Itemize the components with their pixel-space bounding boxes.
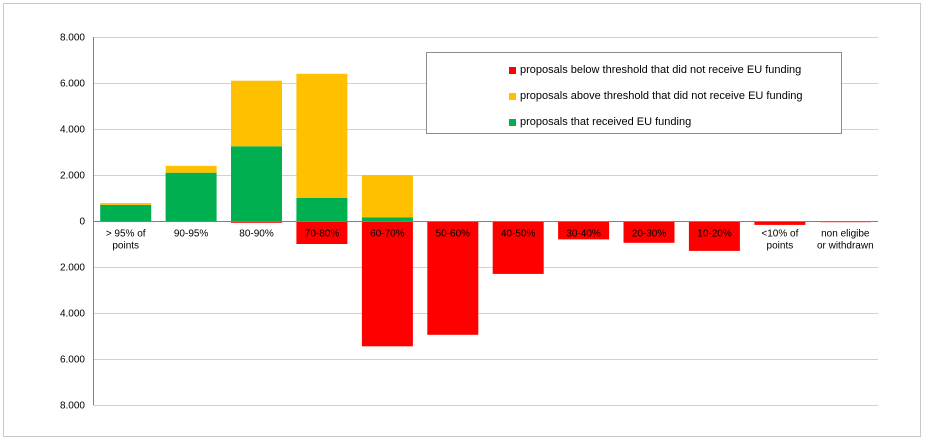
legend-swatch (509, 118, 516, 126)
y-tick-label: 8.000 (60, 33, 85, 44)
bar-segment (427, 221, 479, 335)
y-tick-label: 4.000 (60, 309, 85, 320)
x-tick-label: 20-30% (632, 229, 667, 240)
legend-label: proposals that received EU funding (520, 116, 692, 128)
x-tick-labels: > 95% of points 90-95% 80-90% 70-80% 60-70% 50… (106, 229, 874, 252)
bar-segment (361, 217, 413, 221)
x-tick-label: non eligibe or withdrawn (817, 229, 874, 252)
x-tick-label: 80-90% (239, 229, 274, 240)
y-tick-label: 0 (79, 217, 85, 228)
bar-segment (165, 165, 217, 173)
legend-label: proposals above threshold that did not r… (520, 90, 803, 102)
legend-swatch (509, 66, 516, 74)
x-tick-label: > 95% of points (106, 229, 146, 252)
y-tick-labels: 8.000 6.000 4.000 2.000 0 2.000 4.000 6.000 8.00… (60, 33, 85, 412)
axes (93, 37, 878, 405)
bar-segment (623, 221, 675, 243)
bar-segment (361, 221, 413, 347)
x-tick-label: 90-95% (174, 229, 209, 240)
gridlines (93, 37, 878, 406)
x-tick-label: 50-60% (436, 229, 471, 240)
bar-segment (492, 221, 544, 274)
bar-segment (100, 204, 152, 221)
bar-segment (296, 198, 348, 221)
bars (100, 73, 871, 347)
bar-segment (231, 146, 282, 222)
legend-item-received-funding: proposals that received EU funding (509, 115, 691, 129)
legend-label: proposals below threshold that did not r… (520, 64, 802, 76)
bar-segment (688, 221, 740, 251)
bar-segment (296, 221, 348, 244)
y-tick-label: 6.000 (60, 355, 85, 366)
x-tick-label: 40-50% (501, 229, 536, 240)
legend-item-above-threshold: proposals above threshold that did not r… (509, 89, 803, 103)
x-tick-label: 70-80% (305, 229, 340, 240)
y-tick-label: 6.000 (60, 79, 85, 90)
x-tick-label: 30-40% (566, 229, 601, 240)
x-tick-label: 60-70% (370, 229, 405, 240)
legend: proposals below threshold that did not r… (426, 52, 842, 134)
bar-segment (296, 73, 348, 198)
x-tick-label: <10% of points (761, 229, 798, 252)
y-tick-label: 8.000 (60, 401, 85, 412)
legend-swatch (509, 92, 516, 100)
x-tick-label: 10-20% (697, 229, 732, 240)
bar-segment (100, 203, 152, 205)
bar-segment (754, 221, 806, 225)
bar-segment (361, 175, 413, 218)
bar-segment (231, 80, 282, 147)
bar-segment (165, 172, 217, 221)
legend-item-below-threshold: proposals below threshold that did not r… (509, 63, 801, 77)
bar-segment (558, 221, 610, 240)
y-tick-label: 4.000 (60, 125, 85, 136)
y-tick-label: 2.000 (60, 171, 85, 182)
y-tick-label: 2.000 (60, 263, 85, 274)
